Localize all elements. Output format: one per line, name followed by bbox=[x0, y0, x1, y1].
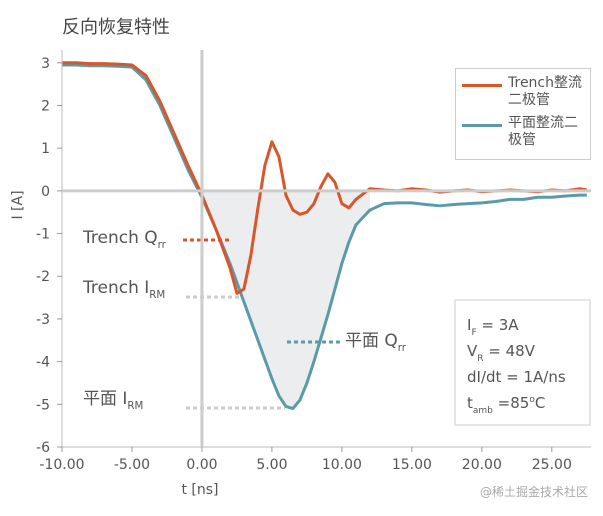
text-part: t bbox=[467, 394, 473, 412]
y-tick-label: -3 bbox=[36, 312, 50, 328]
x-tick-label: 0.00 bbox=[186, 457, 217, 473]
y-tick-label: -1 bbox=[36, 227, 50, 243]
y-axis-label: I [A] bbox=[10, 190, 26, 219]
y-tick-label: 3 bbox=[41, 56, 50, 72]
legend-item: 平面整流二极管 bbox=[460, 115, 586, 149]
text-part: amb bbox=[473, 406, 493, 416]
legend-swatch bbox=[462, 84, 502, 87]
x-tick-label: -5.00 bbox=[114, 457, 150, 473]
text-part: o bbox=[529, 395, 535, 405]
annotation: 平面 IRM bbox=[83, 389, 143, 412]
text-part: Trench I bbox=[82, 278, 149, 298]
x-tick-label: 5.00 bbox=[256, 457, 287, 473]
text-part: 平面 I bbox=[83, 389, 127, 409]
text-part: =85 bbox=[493, 394, 529, 412]
legend-swatch bbox=[462, 124, 502, 127]
watermark: @稀土掘金技术社区 bbox=[480, 484, 588, 499]
x-tick-label: 10.00 bbox=[322, 457, 362, 473]
x-tick-label: 25.00 bbox=[532, 457, 572, 473]
info-line: IF = 3A bbox=[467, 316, 519, 338]
annotation: Trench Qrr bbox=[82, 228, 167, 251]
text-part: C bbox=[535, 394, 545, 412]
text-part: F bbox=[471, 328, 476, 338]
series-line bbox=[62, 63, 587, 411]
text-part: = 3A bbox=[477, 316, 520, 334]
x-tick-label: -10.00 bbox=[39, 457, 84, 473]
legend-label: Trench整流二极管 bbox=[508, 75, 582, 108]
y-tick-label: 2 bbox=[41, 98, 50, 114]
x-tick-label: 20.00 bbox=[462, 457, 502, 473]
y-tick-label: -5 bbox=[36, 397, 50, 413]
text-part: RM bbox=[127, 401, 143, 412]
y-tick-label: 1 bbox=[41, 141, 50, 157]
annotation: 平面 Qrr bbox=[345, 331, 407, 354]
y-tick-label: -6 bbox=[36, 440, 50, 456]
text-part: RM bbox=[149, 290, 165, 301]
text-part: I bbox=[467, 316, 471, 334]
text-part: = 48V bbox=[484, 342, 536, 360]
text-part: dI/dt = 1A/ns bbox=[467, 368, 566, 386]
recovery-area bbox=[201, 190, 370, 409]
text-part: V bbox=[467, 342, 478, 360]
info-line: dI/dt = 1A/ns bbox=[467, 368, 566, 386]
info-line: VR = 48V bbox=[467, 342, 536, 364]
text-part: 平面 Q bbox=[345, 331, 398, 351]
chart-title: 反向恢复特性 bbox=[62, 17, 170, 38]
x-axis-label: t [ns] bbox=[181, 482, 218, 498]
x-tick-label: 15.00 bbox=[392, 457, 432, 473]
text-part: R bbox=[477, 354, 483, 364]
text-part: rr bbox=[398, 343, 407, 354]
y-tick-label: -2 bbox=[36, 269, 50, 285]
info-box bbox=[454, 299, 591, 426]
y-tick-label: 0 bbox=[41, 184, 50, 200]
y-tick-label: -4 bbox=[36, 355, 50, 371]
text-part: Trench Q bbox=[82, 228, 158, 248]
legend: Trench整流二极管 平面整流二极管 bbox=[455, 68, 591, 160]
legend-item: Trench整流二极管 bbox=[460, 75, 586, 109]
legend-label: 平面整流二极管 bbox=[508, 115, 578, 148]
annotation: Trench IRM bbox=[82, 278, 165, 301]
info-line: tamb =85oC bbox=[467, 394, 545, 416]
text-part: rr bbox=[158, 240, 167, 251]
